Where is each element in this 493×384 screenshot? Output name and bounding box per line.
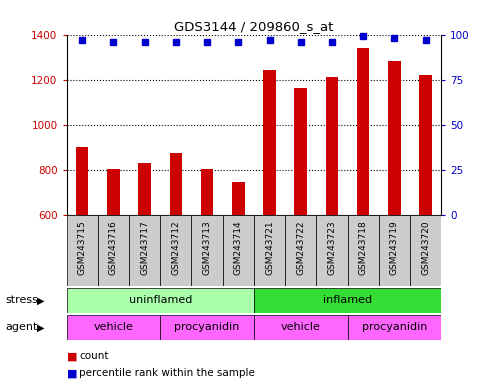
Bar bbox=[191, 215, 223, 286]
Bar bbox=[263, 70, 276, 215]
Bar bbox=[348, 215, 379, 286]
Bar bbox=[285, 215, 317, 286]
Bar bbox=[232, 182, 245, 215]
Bar bbox=[98, 215, 129, 286]
Text: stress: stress bbox=[5, 295, 38, 306]
Bar bbox=[170, 153, 182, 215]
Bar bbox=[139, 163, 151, 215]
Bar bbox=[388, 61, 401, 215]
Bar bbox=[129, 215, 160, 286]
Text: vehicle: vehicle bbox=[94, 322, 133, 333]
Text: GSM243723: GSM243723 bbox=[327, 221, 336, 275]
Text: GSM243722: GSM243722 bbox=[296, 221, 305, 275]
Text: GSM243718: GSM243718 bbox=[359, 221, 368, 275]
Text: GSM243720: GSM243720 bbox=[421, 221, 430, 275]
Text: GSM243713: GSM243713 bbox=[203, 221, 211, 275]
Text: vehicle: vehicle bbox=[281, 322, 320, 333]
Text: ■: ■ bbox=[67, 351, 77, 361]
Text: ▶: ▶ bbox=[37, 322, 45, 333]
Bar bbox=[76, 147, 88, 215]
Text: GSM243715: GSM243715 bbox=[78, 221, 87, 275]
Bar bbox=[326, 78, 338, 215]
Bar bbox=[357, 48, 369, 215]
Bar bbox=[67, 315, 160, 340]
Bar bbox=[201, 169, 213, 215]
Text: agent: agent bbox=[5, 322, 37, 333]
Text: procyanidin: procyanidin bbox=[175, 322, 240, 333]
Text: inflamed: inflamed bbox=[323, 295, 372, 306]
Text: uninflamed: uninflamed bbox=[129, 295, 192, 306]
Bar bbox=[348, 315, 441, 340]
Text: GSM243716: GSM243716 bbox=[109, 221, 118, 275]
Text: percentile rank within the sample: percentile rank within the sample bbox=[79, 368, 255, 378]
Bar bbox=[67, 215, 98, 286]
Text: GSM243721: GSM243721 bbox=[265, 221, 274, 275]
Text: GSM243714: GSM243714 bbox=[234, 221, 243, 275]
Bar bbox=[254, 215, 285, 286]
Bar bbox=[254, 288, 441, 313]
Text: procyanidin: procyanidin bbox=[362, 322, 427, 333]
Text: GSM243717: GSM243717 bbox=[140, 221, 149, 275]
Bar bbox=[317, 215, 348, 286]
Title: GDS3144 / 209860_s_at: GDS3144 / 209860_s_at bbox=[174, 20, 334, 33]
Bar bbox=[254, 315, 348, 340]
Bar bbox=[107, 169, 120, 215]
Bar bbox=[160, 215, 191, 286]
Text: count: count bbox=[79, 351, 108, 361]
Bar bbox=[420, 75, 432, 215]
Bar bbox=[160, 315, 254, 340]
Text: ■: ■ bbox=[67, 368, 77, 378]
Bar bbox=[294, 88, 307, 215]
Bar bbox=[410, 215, 441, 286]
Text: ▶: ▶ bbox=[37, 295, 45, 306]
Bar bbox=[223, 215, 254, 286]
Bar bbox=[67, 288, 254, 313]
Text: GSM243712: GSM243712 bbox=[172, 221, 180, 275]
Text: GSM243719: GSM243719 bbox=[390, 221, 399, 275]
Bar bbox=[379, 215, 410, 286]
